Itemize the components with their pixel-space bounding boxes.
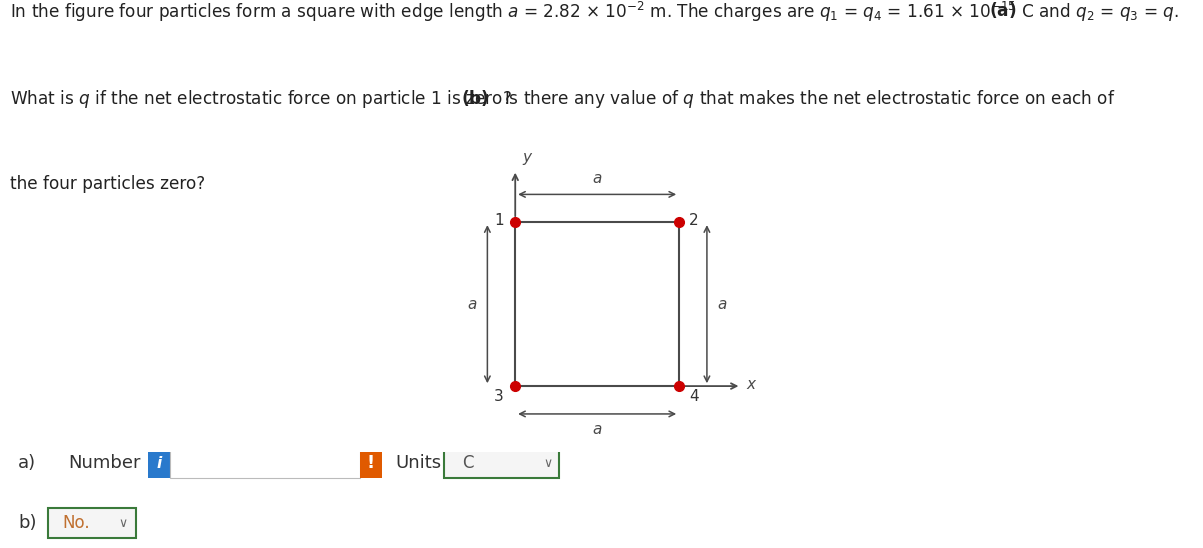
Text: $\bf{(a)}$: $\bf{(a)}$: [989, 0, 1017, 20]
Text: Is there any value of $q$ that makes the net electrostatic force on each of: Is there any value of $q$ that makes the…: [504, 88, 1115, 110]
Text: 4: 4: [689, 390, 699, 404]
Text: In the figure four particles form a square with edge length $a$ = 2.82 × 10$^{-2: In the figure four particles form a squa…: [10, 0, 1180, 24]
Text: $\bf{(b)}$: $\bf{(b)}$: [461, 88, 490, 107]
Text: ∨: ∨: [118, 517, 128, 529]
FancyBboxPatch shape: [48, 508, 136, 538]
Text: !: !: [367, 454, 375, 472]
Text: a): a): [18, 454, 36, 472]
Text: 1: 1: [494, 213, 504, 228]
FancyBboxPatch shape: [360, 448, 383, 478]
Text: $a$: $a$: [467, 296, 478, 312]
FancyBboxPatch shape: [148, 448, 170, 478]
Text: C: C: [462, 454, 474, 472]
Text: $y$: $y$: [522, 151, 533, 167]
Text: What is $q$ if the net electrostatic force on particle 1 is zero?: What is $q$ if the net electrostatic for…: [10, 88, 512, 110]
Text: Units: Units: [395, 454, 442, 472]
Text: 3: 3: [494, 390, 504, 404]
Text: 2: 2: [689, 213, 699, 228]
FancyBboxPatch shape: [170, 448, 360, 478]
Text: i: i: [156, 455, 161, 471]
Text: b): b): [18, 514, 36, 532]
Text: $a$: $a$: [717, 296, 727, 312]
Text: $a$: $a$: [592, 422, 603, 437]
Text: $x$: $x$: [746, 377, 758, 392]
FancyBboxPatch shape: [444, 448, 559, 478]
Text: the four particles zero?: the four particles zero?: [10, 175, 205, 193]
Text: ∨: ∨: [544, 456, 552, 470]
Text: $a$: $a$: [592, 171, 603, 186]
Text: No.: No.: [63, 514, 90, 532]
Text: Number: Number: [69, 454, 141, 472]
